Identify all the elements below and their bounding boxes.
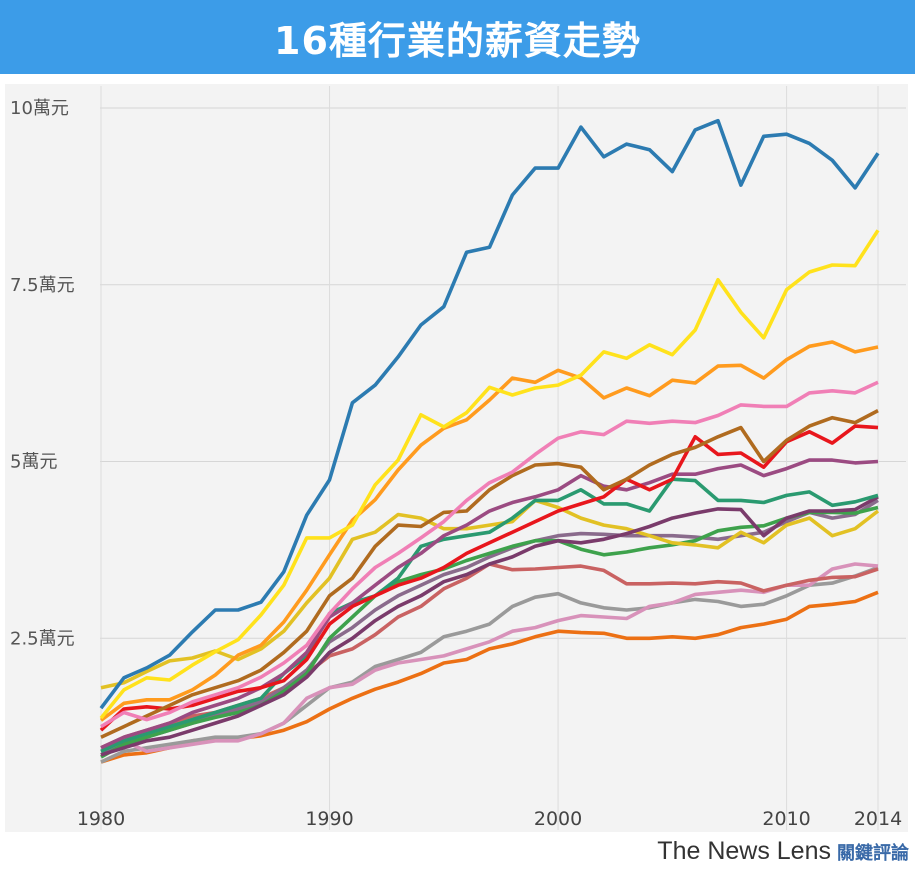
- gridlines: [100, 86, 906, 830]
- series-line-14: [100, 562, 879, 757]
- x-tick-label: 2010: [762, 808, 810, 830]
- line-chart: 10萬元 7.5萬元 5萬元 2.5萬元 1980 1990 2000 2010 2014: [5, 84, 908, 832]
- series-line-7: [100, 458, 879, 750]
- series-line-6: [99, 424, 879, 732]
- brand-footer: The News Lens 關鍵評論: [657, 837, 909, 866]
- x-tick-label: 1990: [305, 808, 353, 830]
- series-line-11: [100, 505, 879, 759]
- y-tick-label: 7.5萬元: [10, 275, 75, 296]
- brand-name-cn: 關鍵評論: [837, 843, 909, 863]
- series-line-9: [100, 495, 879, 757]
- series-lines: [99, 118, 880, 764]
- y-tick-label: 2.5萬元: [10, 628, 75, 649]
- series-line-3: [99, 340, 879, 722]
- x-tick-label: 2014: [854, 808, 902, 830]
- tick-labels: 10萬元 7.5萬元 5萬元 2.5萬元 1980 1990 2000 2010 2014: [10, 98, 902, 830]
- series-line-15: [100, 565, 879, 764]
- y-tick-label: 5萬元: [10, 452, 57, 473]
- series-line-2: [99, 229, 880, 720]
- x-tick-label: 1980: [77, 808, 125, 830]
- series-line-4: [100, 380, 879, 729]
- series-line-5: [100, 409, 879, 739]
- x-tick-label: 2000: [534, 808, 582, 830]
- series-line-10: [100, 498, 880, 690]
- y-tick-label: 10萬元: [10, 98, 69, 119]
- series-line-8: [100, 477, 879, 754]
- chart-title: 16種行業的薪資走勢: [274, 18, 641, 63]
- brand-name: The News Lens: [657, 837, 831, 865]
- series-line-1: [99, 118, 880, 710]
- chart-title-bar: 16種行業的薪資走勢: [0, 0, 915, 74]
